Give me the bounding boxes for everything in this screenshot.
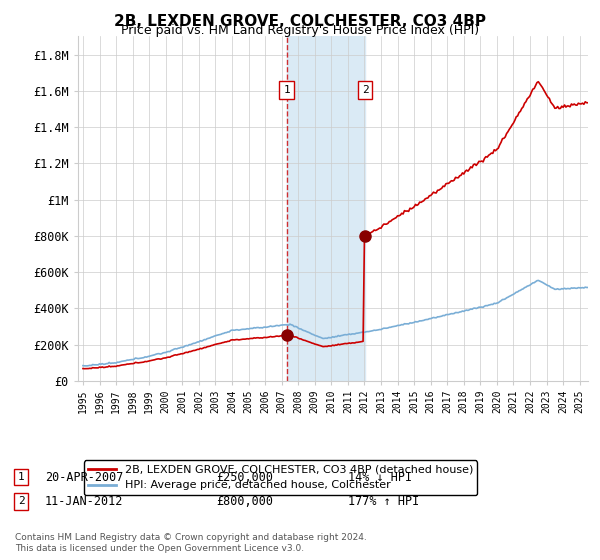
- Text: £250,000: £250,000: [216, 470, 273, 484]
- Text: 2: 2: [17, 496, 25, 506]
- Text: 20-APR-2007: 20-APR-2007: [45, 470, 124, 484]
- Text: 14% ↓ HPI: 14% ↓ HPI: [348, 470, 412, 484]
- Text: 1: 1: [283, 85, 290, 95]
- Text: Contains HM Land Registry data © Crown copyright and database right 2024.
This d: Contains HM Land Registry data © Crown c…: [15, 533, 367, 553]
- Text: £800,000: £800,000: [216, 494, 273, 508]
- Legend: 2B, LEXDEN GROVE, COLCHESTER, CO3 4BP (detached house), HPI: Average price, deta: 2B, LEXDEN GROVE, COLCHESTER, CO3 4BP (d…: [83, 460, 478, 495]
- Text: 2B, LEXDEN GROVE, COLCHESTER, CO3 4BP: 2B, LEXDEN GROVE, COLCHESTER, CO3 4BP: [114, 14, 486, 29]
- Text: 11-JAN-2012: 11-JAN-2012: [45, 494, 124, 508]
- Text: 2: 2: [362, 85, 368, 95]
- Text: 1: 1: [17, 472, 25, 482]
- Text: 177% ↑ HPI: 177% ↑ HPI: [348, 494, 419, 508]
- Bar: [287, 36, 365, 381]
- Text: Price paid vs. HM Land Registry's House Price Index (HPI): Price paid vs. HM Land Registry's House …: [121, 24, 479, 37]
